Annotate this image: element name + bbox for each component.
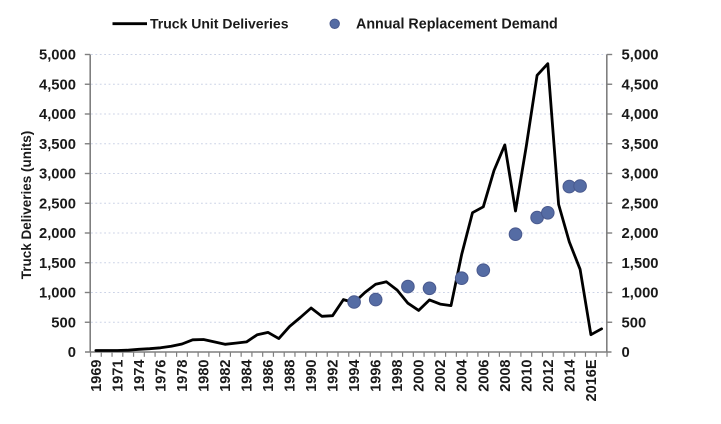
svg-text:2012: 2012: [541, 360, 557, 392]
svg-text:1988: 1988: [283, 360, 299, 392]
svg-text:3,000: 3,000: [39, 167, 76, 183]
svg-text:500: 500: [622, 315, 647, 331]
svg-text:Annual Replacement Demand: Annual Replacement Demand: [356, 17, 558, 33]
svg-text:1971: 1971: [110, 360, 126, 392]
svg-text:5,000: 5,000: [39, 48, 76, 64]
svg-text:Truck Deliveries (units): Truck Deliveries (units): [19, 131, 34, 280]
svg-text:1998: 1998: [390, 360, 406, 392]
svg-text:2014: 2014: [562, 360, 578, 392]
svg-text:3,000: 3,000: [622, 167, 659, 183]
svg-text:1,500: 1,500: [622, 256, 659, 272]
svg-text:1986: 1986: [261, 360, 277, 392]
svg-text:1980: 1980: [197, 360, 213, 392]
svg-text:1990: 1990: [304, 360, 320, 392]
svg-text:1984: 1984: [240, 360, 256, 392]
svg-text:4,500: 4,500: [622, 77, 659, 93]
svg-text:0: 0: [622, 345, 630, 361]
svg-text:3,500: 3,500: [622, 137, 659, 153]
svg-text:4,000: 4,000: [622, 107, 659, 123]
svg-text:2008: 2008: [498, 360, 514, 392]
svg-text:2,500: 2,500: [39, 196, 76, 212]
svg-text:2,000: 2,000: [622, 226, 659, 242]
svg-text:5,000: 5,000: [622, 48, 659, 64]
svg-text:1982: 1982: [218, 360, 234, 392]
svg-text:2,000: 2,000: [39, 226, 76, 242]
svg-text:1,500: 1,500: [39, 256, 76, 272]
svg-text:1,000: 1,000: [39, 286, 76, 302]
svg-text:1976: 1976: [153, 360, 169, 392]
svg-text:3,500: 3,500: [39, 137, 76, 153]
svg-text:0: 0: [68, 345, 76, 361]
svg-text:2000: 2000: [412, 360, 428, 392]
svg-text:2002: 2002: [433, 360, 449, 392]
svg-text:2004: 2004: [455, 360, 471, 392]
svg-text:1994: 1994: [347, 360, 363, 392]
svg-text:1996: 1996: [369, 360, 385, 392]
svg-text:2016E: 2016E: [584, 359, 600, 401]
svg-text:1978: 1978: [175, 360, 191, 392]
svg-text:1974: 1974: [132, 360, 148, 392]
svg-text:4,500: 4,500: [39, 77, 76, 93]
svg-text:Truck Unit Deliveries: Truck Unit Deliveries: [150, 16, 289, 32]
svg-text:2006: 2006: [476, 360, 492, 392]
svg-text:2,500: 2,500: [622, 196, 659, 212]
svg-text:500: 500: [51, 315, 76, 331]
svg-text:1969: 1969: [89, 360, 105, 392]
svg-text:4,000: 4,000: [39, 107, 76, 123]
svg-text:2010: 2010: [519, 360, 535, 392]
svg-text:1,000: 1,000: [622, 286, 659, 302]
svg-text:1992: 1992: [326, 360, 342, 392]
